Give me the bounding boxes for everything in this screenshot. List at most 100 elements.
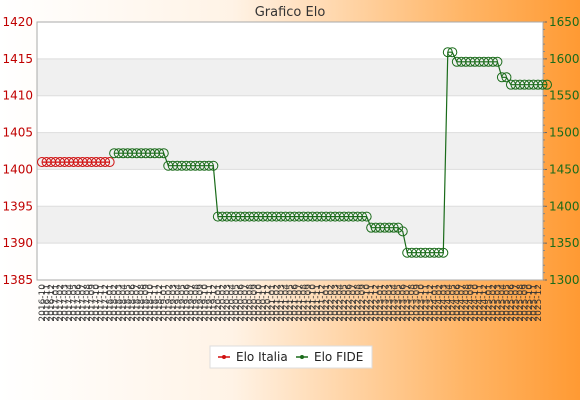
x-tick-label: 2025-08 (516, 284, 526, 322)
y-right-tick-label: 1350 (549, 236, 580, 250)
data-point-elo-fide (542, 79, 553, 90)
x-tick-label: 2021-05 (286, 284, 296, 322)
x-tick-label: 2017-03 (61, 284, 71, 322)
x-tick-label: 2019-12 (209, 284, 219, 322)
x-tick-label: 2024-05 (448, 284, 458, 322)
y-left-tick-label: 1395 (2, 199, 33, 213)
x-tick-label: 2020-04 (227, 284, 237, 322)
data-point-elo-fide (501, 72, 512, 83)
x-tick-label: 2025-07 (511, 284, 521, 322)
x-tick-label: 2019-10 (200, 284, 210, 322)
data-point-elo-fide (447, 47, 458, 58)
x-tick-label: 2019-03 (169, 284, 179, 322)
data-point-elo-fide (496, 72, 507, 83)
x-tick-label: 2018-11 (151, 284, 161, 322)
x-tick-label: 2025-02 (489, 284, 499, 322)
x-tick-label: 2019-11 (205, 284, 215, 322)
x-tick-label: 2025-10 (525, 284, 535, 322)
x-tick-label: 2016-11 (43, 284, 53, 322)
x-tick-label: 2024-11 (475, 284, 485, 322)
x-tick-label: 2019-04 (173, 284, 183, 322)
x-tick-label: 2018-02 (110, 284, 120, 322)
x-tick-label: 2021-10 (309, 284, 319, 322)
x-tick-label: 2017-04 (65, 284, 75, 322)
x-tick-label: 2024-03 (439, 284, 449, 322)
data-point-elo-fide (397, 226, 408, 237)
x-tick-label: 2018-04 (119, 284, 129, 322)
x-tick-label: 2023-11 (421, 284, 431, 322)
x-tick-label: 2020-03 (223, 284, 233, 322)
x-tick-label: 2022-01 (322, 284, 332, 322)
grid-band (37, 58, 543, 96)
x-tick-label: 2019-01 (160, 284, 170, 322)
x-tick-label: 2021-04 (281, 284, 291, 322)
x-tick-label: 2022-09 (358, 284, 368, 322)
x-tick-label: 2022-03 (331, 284, 341, 322)
x-tick-label: 2024-06 (453, 284, 463, 322)
x-tick-label: 2017-02 (56, 284, 66, 322)
x-tick-label: 2020-11 (259, 284, 269, 322)
x-tick-label: 2019-07 (187, 284, 197, 322)
x-tick-label: 2021-11 (313, 284, 323, 322)
x-tick-label: 2017-12 (101, 284, 111, 322)
x-tick-label: 2025-05 (502, 284, 512, 322)
y-left-tick-label: 1405 (2, 126, 33, 140)
x-tick-label: 2020-08 (245, 284, 255, 322)
data-point-elo-fide (203, 160, 214, 171)
y-left-tick-label: 1400 (2, 162, 33, 176)
x-tick-label: 2025-12 (534, 284, 544, 322)
y-left-tick-label: 1420 (2, 15, 33, 29)
x-tick-label: 2022-12 (372, 284, 382, 322)
x-tick-label: 2024-07 (457, 284, 467, 322)
grid-band (37, 132, 543, 170)
data-point-elo-fide (361, 211, 372, 222)
x-tick-label: 2019-05 (178, 284, 188, 322)
legend-marker-dot (300, 355, 304, 359)
data-point-elo-fide (158, 148, 169, 159)
x-tick-label: 2022-11 (367, 284, 377, 322)
y-right-tick-label: 1600 (549, 52, 580, 66)
x-tick-label: 2019-08 (191, 284, 201, 322)
x-tick-label: 2020-01 (214, 284, 224, 322)
y-right-tick-label: 1300 (549, 273, 580, 287)
legend-box (209, 345, 373, 369)
x-tick-label: 2020-10 (254, 284, 264, 322)
data-point-elo-fide (492, 56, 503, 67)
x-tick-label: 2021-03 (277, 284, 287, 322)
legend-label-elo-italia: Elo Italia (236, 350, 288, 364)
x-tick-label: 2024-12 (480, 284, 490, 322)
x-tick-label: 2023-04 (390, 284, 400, 322)
x-tick-label: 2023-05 (394, 284, 404, 322)
data-point-elo-italia (104, 157, 115, 168)
y-left-tick-label: 1410 (2, 89, 33, 103)
y-right-tick-label: 1400 (549, 199, 580, 213)
chart-title: Grafico Elo (255, 5, 326, 20)
x-tick-label: 2017-01 (52, 284, 62, 322)
x-tick-label: 2025-03 (493, 284, 503, 322)
x-tick-label: 2020-09 (250, 284, 260, 322)
x-tick-label: 2020-05 (232, 284, 242, 322)
x-tick-label: 2022-04 (336, 284, 346, 322)
x-tick-label: 2024-04 (444, 284, 454, 322)
plot-border (36, 21, 544, 281)
x-tick-label: 2024-08 (462, 284, 472, 322)
x-tick-label: 2017-09 (88, 284, 98, 322)
legend-marker-dot (222, 355, 226, 359)
x-tick-label: 2018-10 (146, 284, 156, 322)
data-point-elo-fide (357, 211, 368, 222)
x-tick-label: 2023-08 (408, 284, 418, 322)
x-tick-label: 2025-09 (520, 284, 530, 322)
y-right-tick-label: 1450 (549, 162, 580, 176)
x-tick-label: 2023-03 (385, 284, 395, 322)
x-tick-label: 2022-06 (345, 284, 355, 322)
data-point-elo-fide (208, 160, 219, 171)
y-right-tick-label: 1650 (549, 15, 580, 29)
x-tick-label: 2021-12 (318, 284, 328, 322)
data-point-elo-fide (154, 148, 165, 159)
x-tick-label: 2017-07 (79, 284, 89, 322)
y-right-tick-label: 1500 (549, 126, 580, 140)
x-tick-label: 2024-10 (471, 284, 481, 322)
x-tick-label: 2025-01 (484, 284, 494, 322)
x-tick-label: 2023-01 (376, 284, 386, 322)
